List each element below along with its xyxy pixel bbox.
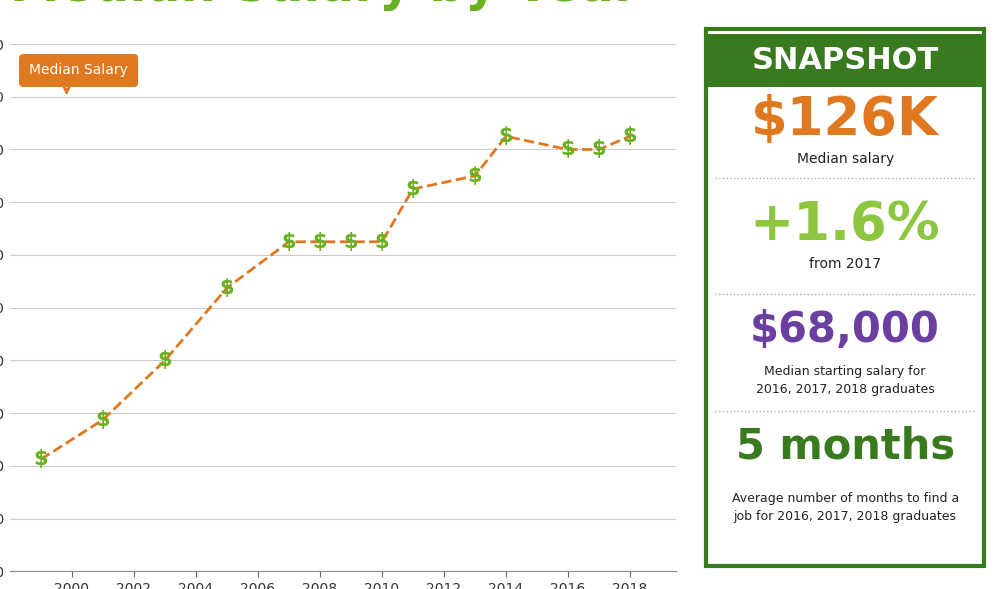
Text: +1.6%: +1.6% [750,199,940,252]
Text: $: $ [406,179,420,199]
Text: $: $ [344,231,358,252]
Text: $: $ [375,231,389,252]
Text: 5 months: 5 months [736,426,955,468]
Text: $126K: $126K [751,94,939,146]
Text: $: $ [158,350,172,370]
Text: from 2017: from 2017 [809,257,881,271]
Text: $: $ [499,126,513,146]
Text: Median salary: Median salary [797,152,894,166]
Text: Average number of months to find a
job for 2016, 2017, 2018 graduates: Average number of months to find a job f… [732,492,959,523]
Legend: Median Salary: Median Salary [24,58,134,83]
Text: $: $ [96,410,110,430]
Text: $: $ [561,140,575,160]
FancyBboxPatch shape [706,29,984,566]
Text: SNAPSHOT: SNAPSHOT [752,46,939,75]
Text: Median Salary by Year: Median Salary by Year [10,0,639,11]
Text: $: $ [282,231,296,252]
Text: $: $ [468,166,482,186]
Text: $: $ [34,449,48,469]
Text: $68,000: $68,000 [750,309,940,352]
Text: $: $ [592,140,606,160]
Text: $: $ [313,231,327,252]
Text: $: $ [220,278,234,298]
FancyBboxPatch shape [706,34,984,87]
Text: Median starting salary for
2016, 2017, 2018 graduates: Median starting salary for 2016, 2017, 2… [756,365,935,396]
Text: $: $ [623,126,637,146]
